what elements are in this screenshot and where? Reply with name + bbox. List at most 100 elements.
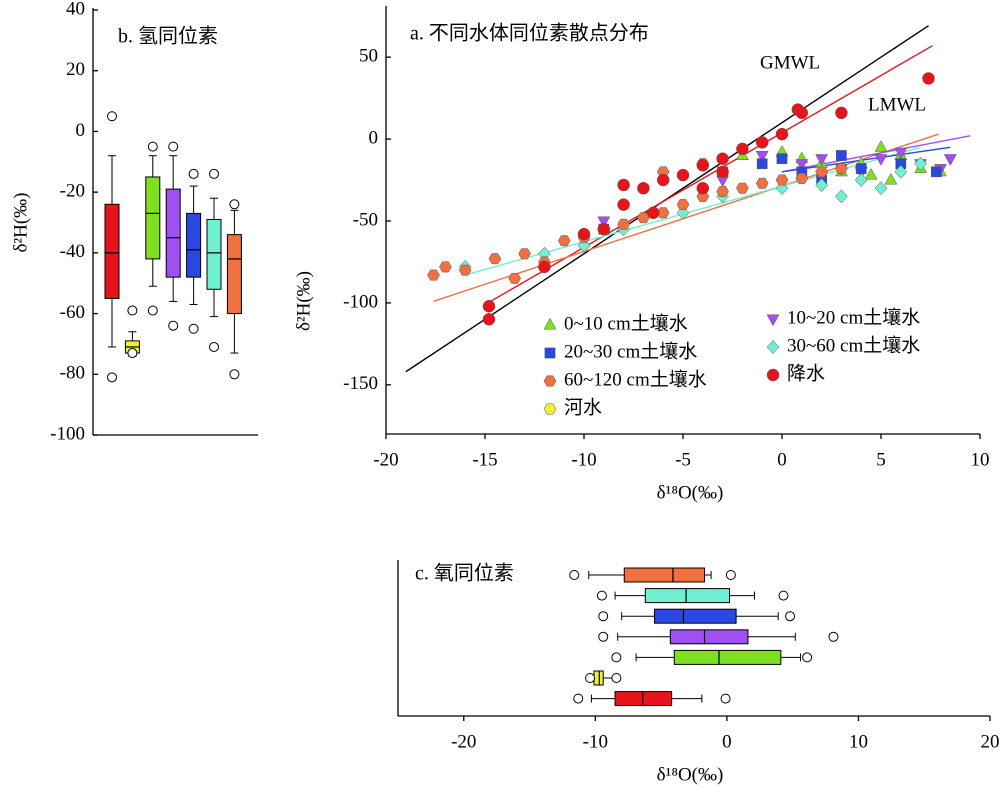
box <box>165 188 181 278</box>
point <box>543 403 557 415</box>
box <box>614 691 673 707</box>
x-tick-label: 0 <box>777 449 787 470</box>
point <box>835 106 848 120</box>
legend-label: 河水 <box>564 396 602 418</box>
point <box>766 340 780 354</box>
point <box>696 181 710 195</box>
fit-line <box>781 135 971 173</box>
point <box>776 153 788 165</box>
legend-label: 0~10 cm土壤水 <box>564 312 688 334</box>
point <box>835 189 848 204</box>
outlier <box>188 168 199 179</box>
x-tick-label: 10 <box>849 731 868 752</box>
point <box>637 181 650 195</box>
point <box>931 166 942 178</box>
point <box>543 317 557 330</box>
point <box>855 163 867 174</box>
outlier <box>596 590 607 601</box>
point <box>676 168 690 182</box>
point <box>656 173 670 187</box>
point <box>543 375 557 387</box>
point <box>756 158 768 170</box>
box <box>104 203 120 299</box>
outlier <box>598 631 609 642</box>
y-tick-label: -60 <box>60 302 85 323</box>
legend-label: 30~60 cm土壤水 <box>787 334 920 356</box>
point <box>647 206 660 220</box>
point <box>736 142 749 156</box>
point <box>815 178 828 192</box>
point <box>736 182 749 194</box>
outlier <box>107 372 117 383</box>
box <box>226 234 242 315</box>
outlier <box>720 693 731 704</box>
outlier <box>209 168 219 179</box>
outlier <box>147 305 158 316</box>
point <box>482 299 496 313</box>
point <box>458 264 472 276</box>
y-tick-label: 40 <box>66 0 85 19</box>
y-axis-label: δ²H(‰) <box>293 271 314 331</box>
point <box>874 154 888 166</box>
y-tick-label: -100 <box>343 291 378 312</box>
point <box>884 172 898 185</box>
point <box>755 151 769 163</box>
outlier <box>168 141 179 152</box>
outlier <box>611 652 622 663</box>
point <box>617 178 630 192</box>
legend-label: 20~30 cm土壤水 <box>564 340 697 362</box>
y-tick-label: -50 <box>353 209 378 230</box>
box <box>644 588 731 604</box>
outlier <box>127 348 138 359</box>
outlier <box>598 611 609 622</box>
legend-label: 降水 <box>787 362 825 384</box>
point <box>427 269 440 281</box>
point <box>597 222 611 236</box>
chart-title: c. 氧同位素 <box>415 562 514 585</box>
outlier <box>778 590 789 601</box>
x-tick-label: -10 <box>571 449 596 470</box>
point <box>676 199 690 211</box>
box <box>186 212 202 278</box>
legend-label: 60~120 cm土壤水 <box>564 368 707 390</box>
line-label: LMWL <box>868 94 926 115</box>
point <box>795 172 809 184</box>
box <box>654 608 737 624</box>
point <box>894 147 908 160</box>
point <box>943 154 957 166</box>
point <box>538 260 551 274</box>
outlier <box>785 611 796 622</box>
outlier <box>168 320 179 331</box>
y-tick-label: 50 <box>359 46 378 67</box>
y-tick-label: 0 <box>369 127 379 148</box>
outlier <box>573 693 584 704</box>
point <box>439 261 452 273</box>
x-axis-label: δ¹⁸O(‰) <box>657 482 724 503</box>
point <box>775 127 789 141</box>
point <box>874 181 888 196</box>
box <box>669 629 749 645</box>
outlier <box>569 570 580 580</box>
outlier <box>611 673 622 683</box>
point <box>795 106 809 120</box>
point <box>854 173 868 187</box>
outlier <box>585 673 596 683</box>
box <box>206 218 222 290</box>
outlier <box>188 323 199 334</box>
point <box>508 272 521 284</box>
point <box>755 136 769 149</box>
x-tick-label: 20 <box>981 731 1000 752</box>
outlier <box>229 199 240 210</box>
y-tick-label: -100 <box>50 423 85 444</box>
point <box>716 152 729 165</box>
x-tick-label: -20 <box>373 449 398 470</box>
x-axis-label: δ¹⁸O(‰) <box>657 764 724 785</box>
y-axis-label: δ²H(‰) <box>10 192 31 252</box>
point <box>755 177 769 189</box>
x-tick-label: 10 <box>971 449 990 470</box>
y-tick-label: 0 <box>76 120 86 141</box>
outlier <box>209 341 219 352</box>
chart-title: b. 氢同位素 <box>118 25 218 48</box>
fit-line <box>781 146 951 173</box>
point <box>766 368 780 382</box>
